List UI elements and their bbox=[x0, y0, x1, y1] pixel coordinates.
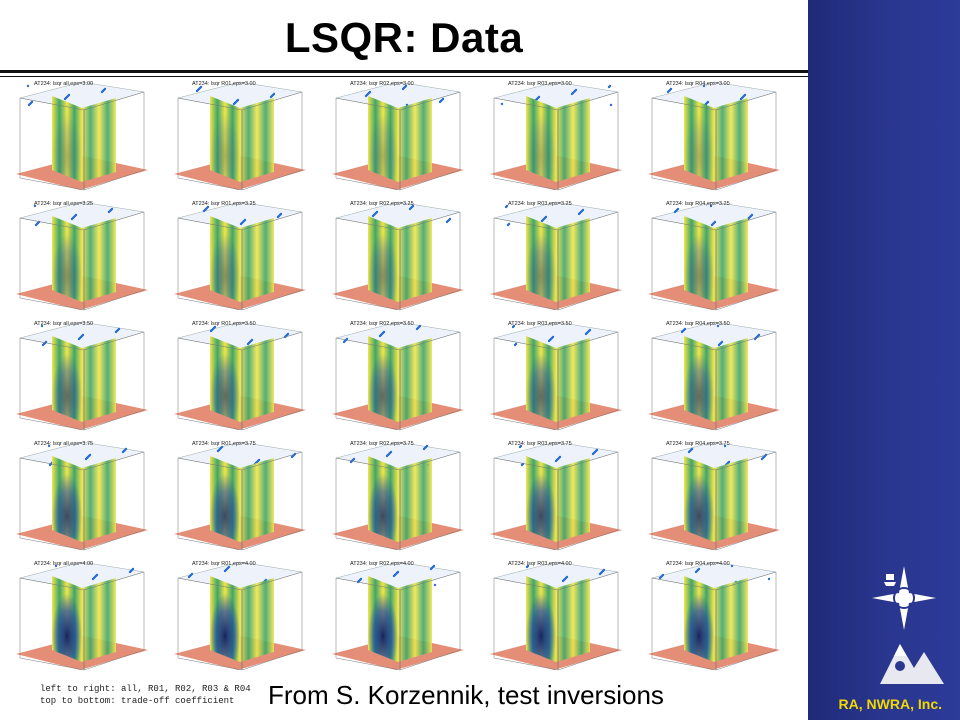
volume-plot bbox=[332, 201, 464, 311]
panel-title: AT234: lsqr all,eps=3.00 bbox=[34, 81, 94, 87]
inversion-panel: AT234: lsqr R02,eps=3.00 bbox=[324, 78, 474, 198]
volume-plot bbox=[490, 321, 622, 431]
inversion-panel: AT234: lsqr R02,eps=4.00 bbox=[324, 558, 474, 678]
volume-plot bbox=[174, 561, 306, 671]
inversion-panel: AT234: lsqr R04,eps=3.25 bbox=[640, 198, 790, 318]
credit-text: From S. Korzennik, test inversions bbox=[268, 680, 664, 710]
inversion-panel: AT234: lsqr R01,eps=3.00 bbox=[166, 78, 316, 198]
panel-title: AT234: lsqr all,eps=4.00 bbox=[34, 561, 94, 567]
volume-plot bbox=[648, 441, 780, 551]
inversion-panel: AT234: lsqr R04,eps=4.00 bbox=[640, 558, 790, 678]
inversion-panel-grid: AT234: lsqr all,eps=3.00 AT234: lsqr R01,… bbox=[8, 78, 804, 678]
nwra-compass-logo-icon bbox=[872, 566, 936, 630]
inversion-panel: AT234: lsqr all,eps=3.50 bbox=[8, 318, 158, 438]
panel-title: AT234: lsqr R01,eps=3.00 bbox=[192, 81, 256, 87]
panel-title: AT234: lsqr R01,eps=4.00 bbox=[192, 561, 256, 567]
inversion-panel: AT234: lsqr R04,eps=3.75 bbox=[640, 438, 790, 558]
volume-plot bbox=[16, 561, 148, 671]
inversion-panel: AT234: lsqr R02,eps=3.25 bbox=[324, 198, 474, 318]
panel-title: AT234: lsqr R02,eps=3.75 bbox=[350, 441, 414, 447]
inversion-panel: AT234: lsqr R03,eps=3.25 bbox=[482, 198, 632, 318]
panel-title: AT234: lsqr all,eps=3.50 bbox=[34, 321, 94, 327]
volume-plot bbox=[332, 81, 464, 191]
panel-title: AT234: lsqr R02,eps=4.00 bbox=[350, 561, 414, 567]
volume-plot bbox=[16, 441, 148, 551]
panel-title: AT234: lsqr R03,eps=3.75 bbox=[508, 441, 572, 447]
volume-plot bbox=[490, 441, 622, 551]
inversion-panel: AT234: lsqr R03,eps=3.75 bbox=[482, 438, 632, 558]
panel-title: AT234: lsqr R04,eps=3.50 bbox=[666, 321, 730, 327]
panel-title: AT234: lsqr R03,eps=3.25 bbox=[508, 201, 572, 207]
volume-plot bbox=[174, 81, 306, 191]
volume-plot bbox=[332, 321, 464, 431]
panel-title: AT234: lsqr all,eps=3.75 bbox=[34, 441, 94, 447]
nwra-mountain-logo-icon bbox=[880, 644, 944, 684]
inversion-panel: AT234: lsqr R04,eps=3.50 bbox=[640, 318, 790, 438]
inversion-panel: AT234: lsqr R01,eps=3.75 bbox=[166, 438, 316, 558]
caption-line-rows: top to bottom: trade-off coefficient bbox=[40, 696, 235, 706]
panel-title: AT234: lsqr R02,eps=3.25 bbox=[350, 201, 414, 207]
panel-title: AT234: lsqr R02,eps=3.00 bbox=[350, 81, 414, 87]
volume-plot bbox=[16, 321, 148, 431]
volume-plot bbox=[648, 321, 780, 431]
slide-title: LSQR: Data bbox=[284, 14, 524, 61]
caption-line-columns: left to right: all, R01, R02, R03 & R04 bbox=[40, 684, 251, 694]
footer-organization: RA, NWRA, Inc. bbox=[838, 696, 942, 712]
inversion-panel: AT234: lsqr R01,eps=3.50 bbox=[166, 318, 316, 438]
panel-title: AT234: lsqr all,eps=3.25 bbox=[34, 201, 94, 207]
panel-title: AT234: lsqr R01,eps=3.75 bbox=[192, 441, 256, 447]
volume-plot bbox=[16, 201, 148, 311]
volume-plot bbox=[490, 561, 622, 671]
title-rule-thick bbox=[0, 70, 808, 73]
panel-title: AT234: lsqr R04,eps=3.00 bbox=[666, 81, 730, 87]
volume-plot bbox=[332, 561, 464, 671]
volume-plot bbox=[174, 321, 306, 431]
inversion-panel: AT234: lsqr all,eps=4.00 bbox=[8, 558, 158, 678]
volume-plot bbox=[648, 201, 780, 311]
grid-caption: left to right: all, R01, R02, R03 & R04 … bbox=[40, 683, 251, 707]
panel-title: AT234: lsqr R04,eps=4.00 bbox=[666, 561, 730, 567]
inversion-panel: AT234: lsqr R03,eps=3.00 bbox=[482, 78, 632, 198]
inversion-panel: AT234: lsqr R03,eps=3.50 bbox=[482, 318, 632, 438]
panel-title: AT234: lsqr R04,eps=3.25 bbox=[666, 201, 730, 207]
panel-title: AT234: lsqr R01,eps=3.50 bbox=[192, 321, 256, 327]
volume-plot bbox=[490, 81, 622, 191]
panel-title: AT234: lsqr R02,eps=3.50 bbox=[350, 321, 414, 327]
volume-plot bbox=[174, 201, 306, 311]
panel-title: AT234: lsqr R03,eps=3.50 bbox=[508, 321, 572, 327]
volume-plot bbox=[332, 441, 464, 551]
panel-title: AT234: lsqr R03,eps=3.00 bbox=[508, 81, 572, 87]
inversion-panel: AT234: lsqr R01,eps=4.00 bbox=[166, 558, 316, 678]
inversion-panel: AT234: lsqr all,eps=3.25 bbox=[8, 198, 158, 318]
inversion-panel: AT234: lsqr R01,eps=3.25 bbox=[166, 198, 316, 318]
inversion-panel: AT234: lsqr R02,eps=3.50 bbox=[324, 318, 474, 438]
inversion-panel: AT234: lsqr R03,eps=4.00 bbox=[482, 558, 632, 678]
panel-title: AT234: lsqr R04,eps=3.75 bbox=[666, 441, 730, 447]
volume-plot bbox=[490, 201, 622, 311]
panel-title: AT234: lsqr R01,eps=3.25 bbox=[192, 201, 256, 207]
inversion-panel: AT234: lsqr R02,eps=3.75 bbox=[324, 438, 474, 558]
volume-plot bbox=[16, 81, 148, 191]
title-rule-thin bbox=[0, 76, 808, 77]
volume-plot bbox=[648, 81, 780, 191]
inversion-panel: AT234: lsqr R04,eps=3.00 bbox=[640, 78, 790, 198]
inversion-panel: AT234: lsqr all,eps=3.00 bbox=[8, 78, 158, 198]
panel-title: AT234: lsqr R03,eps=4.00 bbox=[508, 561, 572, 567]
inversion-panel: AT234: lsqr all,eps=3.75 bbox=[8, 438, 158, 558]
volume-plot bbox=[648, 561, 780, 671]
volume-plot bbox=[174, 441, 306, 551]
